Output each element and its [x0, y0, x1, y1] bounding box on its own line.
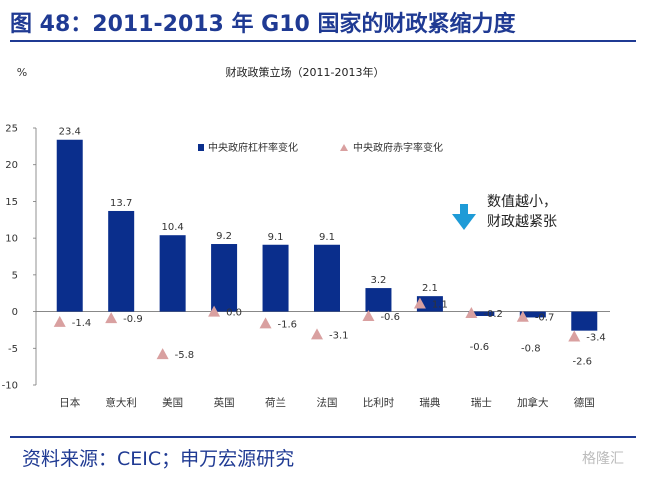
- category-labels: 日本 意大利 美国 英国 荷兰 法国 比利时 瑞典 瑞士 加拿大 德国: [59, 396, 595, 409]
- bar-value-label: 3.2: [371, 275, 387, 286]
- y-tick-label: 20: [5, 160, 18, 171]
- legend: 中央政府杠杆率变化 中央政府赤字率变化: [198, 141, 443, 154]
- y-axis-ticks: 25 20 15 10 5 0 -5 -10: [2, 124, 36, 392]
- category-label: 法国: [317, 396, 338, 409]
- y-tick-label: 15: [5, 197, 18, 208]
- y-tick-label: 5: [12, 270, 18, 281]
- y-tick-label: 0: [12, 307, 18, 318]
- bar: [56, 139, 83, 312]
- marker-point: [311, 328, 323, 340]
- bar-value-label: -0.6: [470, 342, 490, 353]
- source-rule: [10, 436, 636, 438]
- marker-point: [568, 330, 581, 342]
- legend-label-marker: 中央政府赤字率变化: [353, 141, 443, 154]
- marker-value-label: -0.6: [380, 312, 400, 323]
- bar-value-label: 9.2: [216, 231, 232, 242]
- category-label: 英国: [214, 396, 235, 409]
- legend-swatch-bar: [198, 144, 204, 151]
- marker-value-label: -3.1: [329, 330, 349, 341]
- marker-value-label: 1.1: [432, 299, 448, 310]
- marker-value-label: -0.2: [483, 309, 503, 320]
- bar: [159, 235, 186, 312]
- marker-value-label: -3.4: [586, 333, 606, 344]
- marker-value-label: -1.4: [72, 318, 92, 329]
- bar-value-label: 10.4: [162, 222, 184, 233]
- marker-point: [156, 348, 169, 360]
- marker-value-label: 0.0: [226, 308, 242, 319]
- y-axis-unit: %: [17, 66, 27, 79]
- annotation-line-2: 财政越紧张: [487, 214, 557, 230]
- bar: [211, 244, 238, 312]
- marker-value-label: -0.7: [535, 313, 555, 324]
- category-label: 意大利: [105, 396, 137, 409]
- marker-value-label: -0.9: [123, 314, 143, 325]
- bar: [365, 288, 392, 312]
- bar-series: 23.4 13.7 10.4 9.2 9.1 9.1 3.2 2.1 -0.6 -0.8 -2.6: [56, 127, 598, 368]
- bar: [108, 210, 135, 312]
- category-label: 加拿大: [517, 396, 549, 409]
- figure-title: 图 48：2011-2013 年 G10 国家的财政紧缩力度: [10, 12, 516, 37]
- bar: [519, 311, 546, 318]
- marker-point: [516, 310, 529, 322]
- marker-point: [362, 309, 375, 321]
- bar-value-label: -2.6: [573, 357, 593, 368]
- legend-swatch-marker: [340, 144, 348, 151]
- marker-point: [105, 312, 118, 324]
- annotation-line-1: 数值越小，: [487, 194, 557, 210]
- marker-value-label: -5.8: [175, 350, 195, 361]
- category-label: 美国: [162, 396, 183, 409]
- bar-value-label: -0.8: [521, 343, 541, 354]
- marker-value-label: -1.6: [278, 319, 298, 330]
- marker-point: [208, 305, 221, 317]
- y-tick-label: -5: [8, 344, 18, 355]
- marker-point: [413, 297, 426, 309]
- legend-label-bar: 中央政府杠杆率变化: [208, 141, 298, 154]
- category-label: 荷兰: [265, 396, 286, 409]
- category-label: 瑞典: [419, 396, 440, 409]
- y-tick-label: 10: [5, 234, 18, 245]
- watermark-logo: 格隆汇: [582, 451, 624, 467]
- marker-point: [465, 307, 478, 319]
- y-tick-label: -10: [2, 381, 18, 392]
- bar: [314, 244, 340, 312]
- bar: [468, 311, 495, 316]
- bar: [262, 244, 289, 312]
- category-label: 日本: [59, 396, 80, 409]
- bar-value-label: 9.1: [268, 232, 284, 243]
- category-label: 瑞士: [471, 396, 492, 409]
- source-note: 资料来源：CEIC；申万宏源研究: [22, 448, 295, 470]
- category-label: 比利时: [363, 396, 395, 409]
- down-arrow-icon: [452, 204, 476, 230]
- bar-value-label: 2.1: [422, 283, 438, 294]
- title-rule: [10, 40, 636, 42]
- marker-series: -1.4 -0.9 -5.8 0.0 -1.6 -3.1 -0.6 1.1 -0.2 -0.7 -3…: [53, 297, 606, 361]
- annotation: 数值越小， 财政越紧张: [452, 194, 557, 230]
- marker-point: [259, 317, 272, 329]
- bar-value-label: 9.1: [319, 232, 335, 243]
- bar: [571, 311, 598, 331]
- bar-value-label: 23.4: [59, 127, 81, 138]
- marker-point: [53, 315, 66, 327]
- y-tick-label: 25: [5, 124, 18, 135]
- chart-title: 财政政策立场（2011-2013年）: [226, 65, 385, 79]
- bar-value-label: 13.7: [110, 198, 132, 209]
- category-label: 德国: [574, 396, 595, 409]
